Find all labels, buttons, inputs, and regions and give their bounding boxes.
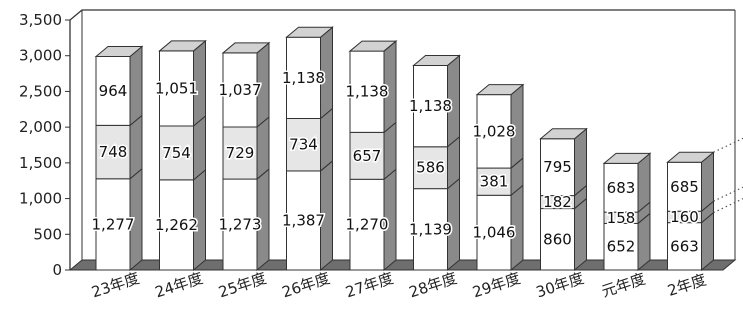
x-axis: 23年度 24年度 25年度 26年度 27年度 28年度 29年度 30年度 元年度 2年度 bbox=[89, 269, 708, 301]
y-tick-label: 2,000 bbox=[19, 118, 62, 136]
bar-segment-side bbox=[574, 127, 587, 197]
category-label: 29年度 bbox=[470, 269, 522, 301]
data-label: 748 bbox=[99, 143, 128, 161]
bar-segment-side bbox=[129, 114, 143, 180]
bar-segment-side bbox=[256, 115, 270, 181]
category-label: 30年度 bbox=[534, 269, 586, 301]
category-label: 25年度 bbox=[216, 269, 268, 301]
data-label: 685 bbox=[670, 178, 699, 196]
data-label: 1,273 bbox=[219, 216, 262, 234]
bar-segment-front bbox=[222, 178, 258, 271]
bar-top-face bbox=[412, 55, 461, 66]
category-label: 26年度 bbox=[280, 269, 332, 301]
data-label: 663 bbox=[670, 237, 699, 255]
y-tick-label: 2,500 bbox=[19, 82, 62, 100]
frame-back-edge bbox=[69, 9, 735, 270]
bar-top-face bbox=[94, 46, 144, 57]
category-label: 24年度 bbox=[153, 269, 205, 301]
bar-segment-front bbox=[159, 125, 194, 181]
bar-segment-front bbox=[349, 50, 385, 133]
data-label: 1,046 bbox=[473, 224, 516, 242]
data-label: 964 bbox=[99, 82, 128, 100]
bar-segment-front bbox=[286, 118, 321, 172]
bar-segment-front bbox=[667, 222, 702, 271]
data-label: 729 bbox=[226, 144, 255, 162]
y-tick-label: 3,500 bbox=[19, 11, 62, 29]
data-label: 734 bbox=[289, 136, 318, 154]
bar-top-face bbox=[285, 26, 334, 38]
data-label: 795 bbox=[543, 158, 572, 176]
bar-top-face bbox=[348, 40, 398, 52]
bar-segment-front bbox=[222, 126, 258, 180]
bar-stacks: 1,277 748 964 1,262 754 1,051 1,273 729 1,037 1,3… bbox=[90, 26, 743, 272]
bar-segment-front bbox=[349, 178, 385, 271]
bar-segment-front bbox=[349, 131, 385, 180]
data-label: 754 bbox=[162, 144, 191, 162]
bar-segment-side bbox=[320, 107, 333, 172]
data-label: 657 bbox=[353, 147, 382, 165]
category-label: 28年度 bbox=[407, 269, 459, 301]
leader-line bbox=[713, 198, 743, 214]
data-label: 1,277 bbox=[92, 215, 135, 233]
bar-segment-front bbox=[540, 138, 575, 197]
data-label: 1,139 bbox=[409, 220, 452, 238]
bar-segment-front bbox=[286, 170, 321, 271]
bar-top-face bbox=[158, 40, 207, 52]
data-label: 160 bbox=[670, 208, 699, 226]
y-tick-label: 1,500 bbox=[19, 154, 62, 172]
data-label: 586 bbox=[416, 159, 445, 177]
data-label: 1,270 bbox=[346, 216, 389, 234]
y-tick-label: 1,000 bbox=[19, 190, 62, 208]
category-label: 2年度 bbox=[665, 271, 708, 300]
data-label: 1,028 bbox=[473, 122, 516, 140]
data-label: 158 bbox=[607, 209, 636, 227]
data-label: 1,138 bbox=[282, 69, 325, 87]
leader-line bbox=[713, 137, 743, 153]
y-axis: 0 500 1,000 1,500 2,000 2,500 3,000 3,500 bbox=[19, 11, 70, 279]
bar-segment-side bbox=[193, 114, 206, 181]
category-label: 27年度 bbox=[343, 269, 395, 301]
data-label: 652 bbox=[607, 238, 636, 256]
data-label: 1,138 bbox=[346, 83, 389, 101]
data-label: 182 bbox=[543, 193, 572, 211]
category-label: 元年度 bbox=[599, 270, 647, 301]
data-label: 1,138 bbox=[409, 97, 452, 115]
bar-top-face bbox=[602, 152, 652, 164]
bar-segment-side bbox=[129, 45, 143, 127]
data-label: 1,037 bbox=[219, 81, 262, 99]
category-label: 23年度 bbox=[89, 269, 141, 301]
y-tick-label: 0 bbox=[52, 261, 62, 279]
data-label: 1,051 bbox=[155, 79, 198, 97]
bar-top-face bbox=[475, 84, 525, 96]
y-tick-label: 500 bbox=[33, 225, 62, 243]
data-label: 1,262 bbox=[155, 216, 198, 234]
bar-segment-front bbox=[413, 65, 448, 148]
data-label: 860 bbox=[543, 230, 572, 248]
bar-segment-front bbox=[159, 179, 194, 271]
bar-top-face bbox=[221, 42, 271, 54]
data-label: 683 bbox=[607, 179, 636, 197]
data-label: 381 bbox=[480, 173, 509, 191]
bar-top-face bbox=[539, 128, 588, 140]
data-label: 1,387 bbox=[282, 211, 325, 229]
y-tick-label: 3,000 bbox=[19, 47, 62, 65]
bar-segment-front bbox=[540, 208, 575, 271]
bar-segment-side bbox=[574, 197, 587, 272]
leader-line bbox=[713, 186, 743, 202]
